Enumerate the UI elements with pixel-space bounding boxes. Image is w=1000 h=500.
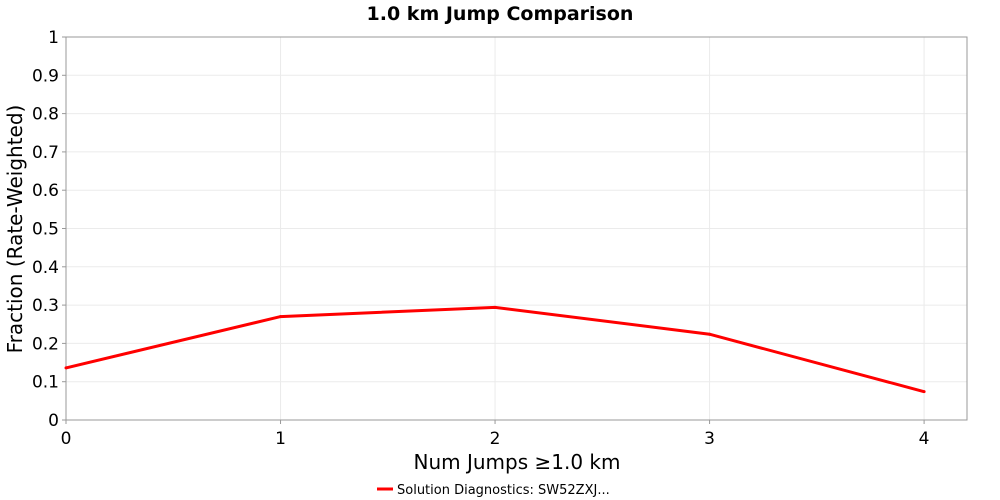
y-tick-label: 0.3 [32, 296, 59, 316]
y-tick-label: 0 [48, 411, 59, 431]
y-tick-label: 0.6 [32, 181, 59, 201]
y-tick-label: 0.1 [32, 373, 59, 393]
x-axis-label: Num Jumps ≥1.0 km [414, 450, 621, 474]
x-tick-label: 4 [919, 429, 930, 449]
x-tick-label: 2 [490, 429, 501, 449]
y-tick-label: 0.9 [32, 66, 59, 86]
x-tick-label: 1 [275, 429, 286, 449]
x-axis: 0 1 2 3 4 [61, 420, 930, 449]
data-point [922, 390, 926, 394]
y-axis-label: Fraction (Rate-Weighted) [3, 105, 27, 354]
x-tick-label: 0 [61, 429, 72, 449]
data-point [64, 366, 68, 370]
y-tick-label: 1 [48, 28, 59, 48]
data-point [708, 332, 712, 336]
y-tick-label: 0.2 [32, 334, 59, 354]
y-tick-label: 0.8 [32, 105, 59, 125]
y-axis: 0 0.1 0.2 0.3 0.4 0.5 0.6 0.7 0.8 0.9 1 [32, 28, 66, 431]
data-point [279, 315, 283, 319]
y-tick-label: 0.5 [32, 220, 59, 240]
legend-label: Solution Diagnostics: SW52ZXJ... [397, 483, 610, 498]
grid [65, 36, 967, 421]
legend: Solution Diagnostics: SW52ZXJ... [377, 483, 610, 498]
x-tick-label: 3 [704, 429, 715, 449]
chart-title: 1.0 km Jump Comparison [367, 3, 634, 25]
data-point [493, 305, 497, 309]
series-layer [64, 305, 926, 394]
y-tick-label: 0.4 [32, 258, 59, 278]
y-tick-label: 0.7 [32, 143, 59, 163]
